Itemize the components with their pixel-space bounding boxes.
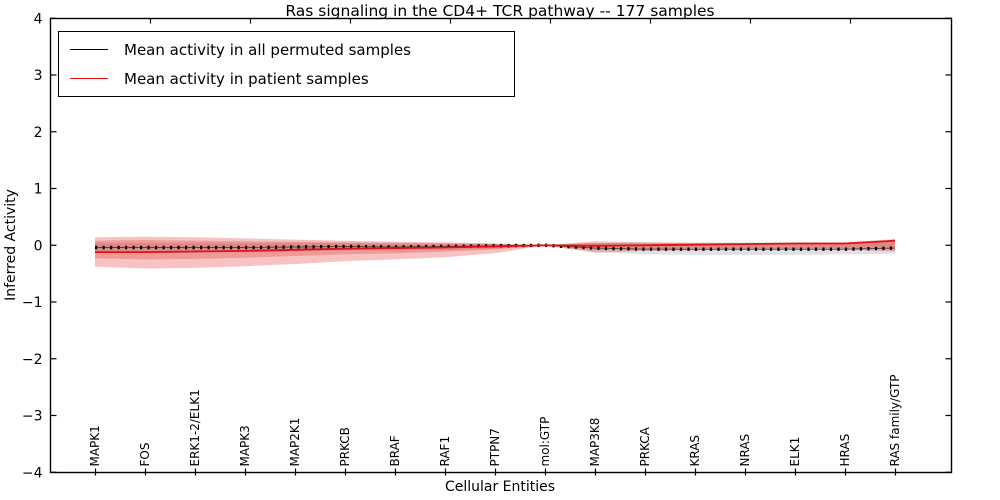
x-tick-label: RAS family/GTP xyxy=(888,374,902,466)
x-tick-label: MAPK3 xyxy=(238,425,252,466)
patient-line-swatch xyxy=(70,78,108,79)
legend-entry-patient: Mean activity in patient samples xyxy=(70,68,514,90)
x-tick-label: FOS xyxy=(138,443,152,467)
x-tick-label: KRAS xyxy=(688,435,702,467)
x-tick-label: BRAF xyxy=(388,435,402,466)
permuted-line-swatch xyxy=(70,49,108,50)
x-tick-label: PTPN7 xyxy=(488,428,502,466)
y-tick-label: 0 xyxy=(34,238,43,254)
x-tick-label: mol:GTP xyxy=(538,417,552,467)
y-tick-label: 1 xyxy=(34,182,43,198)
x-tick-label: MAP2K1 xyxy=(288,418,302,467)
x-tick-label: PRKCA xyxy=(638,426,652,466)
x-tick-label: MAP3K8 xyxy=(588,418,602,467)
x-tick-label: RAF1 xyxy=(438,436,452,467)
y-tick-label: 2 xyxy=(34,125,43,141)
chart-title: Ras signaling in the CD4+ TCR pathway --… xyxy=(285,2,715,20)
x-tick-label: PRKCB xyxy=(338,427,352,466)
x-axis-label: Cellular Entities xyxy=(444,479,556,495)
legend-label-patient: Mean activity in patient samples xyxy=(124,69,369,88)
legend-label-permuted: Mean activity in all permuted samples xyxy=(124,40,411,59)
y-tick-label: 4 xyxy=(34,11,43,27)
x-tick-label: ELK1 xyxy=(788,437,802,467)
y-tick-label: −2 xyxy=(22,352,43,368)
y-tick-label: 3 xyxy=(34,68,43,84)
x-tick-label: MAPK1 xyxy=(88,425,102,466)
legend-entry-permuted: Mean activity in all permuted samples xyxy=(70,39,514,61)
patient-mean-line xyxy=(95,239,896,253)
x-tick-label: HRAS xyxy=(838,434,852,467)
y-tick-label: −4 xyxy=(22,465,43,481)
y-tick-label: −1 xyxy=(22,295,43,311)
y-tick-label: −3 xyxy=(22,409,43,425)
legend-box: Mean activity in all permuted samples Me… xyxy=(58,31,515,97)
x-tick-label: ERK1-2/ELK1 xyxy=(188,389,202,466)
x-tick-label: NRAS xyxy=(738,434,752,467)
y-axis-label: Inferred Activity xyxy=(3,189,19,301)
